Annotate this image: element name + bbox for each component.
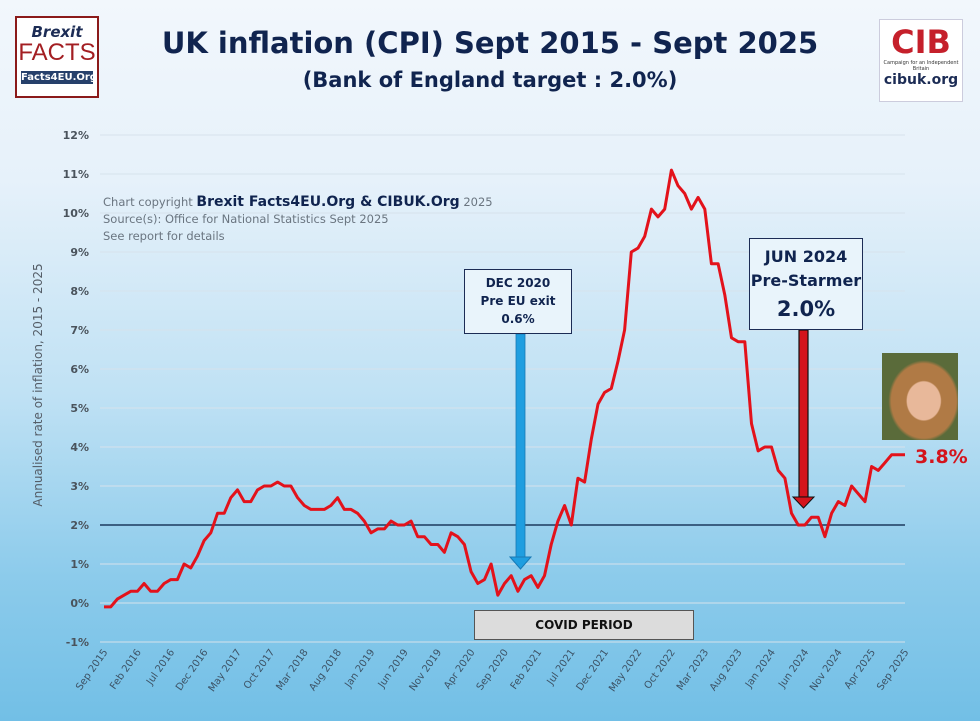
y-tick-label: 7%	[70, 324, 89, 337]
x-tick-label: Nov 2019	[408, 647, 445, 693]
cib-logo: CIB Campaign for an Independent Britain …	[879, 19, 963, 102]
x-tick-label: Jan 2024	[743, 647, 778, 690]
y-tick-label: 1%	[70, 558, 89, 571]
series-line	[104, 168, 905, 609]
x-tick-label: Apr 2025	[843, 647, 878, 691]
x-tick-label: Nov 2024	[808, 647, 845, 693]
cib-url: cibuk.org	[883, 72, 959, 88]
x-tick-label: Jun 2019	[376, 647, 411, 690]
chart-title: UK inflation (CPI) Sept 2015 - Sept 2025	[161, 26, 819, 60]
x-tick-label: Mar 2023	[675, 647, 711, 692]
y-tick-label: 5%	[70, 402, 89, 415]
x-tick-label: Dec 2021	[575, 647, 612, 693]
y-tick-labels: -1% 0% 1% 2% 3% 4% 5% 6% 7% 8% 9% 10% 11% 12%	[63, 129, 89, 649]
x-tick-label: Jun 2024	[776, 647, 811, 690]
y-tick-label: -1%	[66, 636, 89, 649]
x-tick-label: Jan 2019	[343, 647, 378, 690]
credits-note: See report for details	[103, 229, 225, 243]
x-tick-label: Aug 2018	[307, 647, 344, 693]
dec2020-arrow-head	[508, 556, 533, 570]
credits-year: 2025	[463, 195, 493, 209]
portrait-photo	[882, 353, 958, 440]
x-tick-label: Feb 2016	[108, 647, 144, 691]
dec2020-line3: 0.6%	[501, 312, 535, 326]
dec2020-arrow-shaft	[515, 333, 526, 558]
x-tick-label: May 2017	[207, 647, 244, 694]
chart-subtitle: (Bank of England target : 2.0%)	[302, 68, 678, 92]
y-tick-label: 9%	[70, 246, 89, 259]
y-tick-label: 8%	[70, 285, 89, 298]
jun2024-annotation: JUN 2024 Pre-Starmer 2.0%	[749, 238, 863, 330]
y-tick-label: 6%	[70, 363, 89, 376]
y-tick-label: 10%	[63, 207, 89, 220]
x-tick-label: Feb 2021	[509, 647, 545, 691]
x-tick-label: Jul 2021	[545, 647, 578, 687]
x-tick-label: Mar 2018	[274, 647, 310, 692]
chart-credits: Chart copyright Brexit Facts4EU.Org & CI…	[103, 194, 493, 245]
dec2020-annotation: DEC 2020 Pre EU exit 0.6%	[464, 269, 572, 334]
credits-source: Source(s): Office for National Statistic…	[103, 212, 389, 226]
y-tick-label: 11%	[63, 168, 89, 181]
x-tick-label: Oct 2017	[242, 647, 277, 691]
credits-prefix: Chart copyright	[103, 195, 193, 209]
x-tick-label: Oct 2022	[642, 647, 677, 691]
x-tick-label: Jul 2016	[144, 647, 177, 687]
x-tick-label: Aug 2023	[708, 647, 745, 693]
y-tick-label: 0%	[70, 597, 89, 610]
y-tick-label: 2%	[70, 519, 89, 532]
logo-line2: FACTS	[18, 39, 96, 66]
y-tick-label: 4%	[70, 441, 89, 454]
jun2024-line1: JUN 2024	[764, 247, 848, 266]
x-tick-label: Sep 2020	[475, 647, 511, 692]
jun2024-line2: Pre-Starmer	[750, 271, 862, 290]
y-tick-label: 3%	[70, 480, 89, 493]
cib-tagline: Campaign for an Independent Britain	[883, 60, 959, 72]
dec2020-line1: DEC 2020	[485, 276, 551, 290]
jun2024-arrow	[791, 329, 816, 509]
x-tick-label: Sep 2025	[875, 647, 911, 692]
y-tick-label: 12%	[63, 129, 89, 142]
x-tick-label: Apr 2020	[442, 647, 477, 691]
jun2024-line3: 2.0%	[776, 297, 836, 321]
dec2020-arrow	[508, 333, 533, 570]
cib-mark: CIB	[891, 23, 951, 61]
logo-line1: Brexit	[31, 23, 83, 41]
x-tick-label: May 2022	[607, 647, 644, 694]
jun2024-arrow-head	[791, 496, 816, 509]
brexit-facts-logo: Brexit FACTS Facts4EU.Org	[15, 16, 99, 98]
latest-value-label: 3.8%	[915, 446, 968, 468]
x-tick-label: Dec 2016	[174, 647, 211, 693]
credits-owners: Brexit Facts4EU.Org & CIBUK.Org	[196, 194, 460, 210]
logo-line3: Facts4EU.Org	[21, 71, 97, 84]
x-tick-label: Sep 2015	[74, 647, 110, 692]
covid-period-label: COVID PERIOD	[474, 610, 694, 640]
dec2020-line2: Pre EU exit	[480, 294, 556, 308]
jun2024-arrow-shaft	[798, 329, 809, 498]
